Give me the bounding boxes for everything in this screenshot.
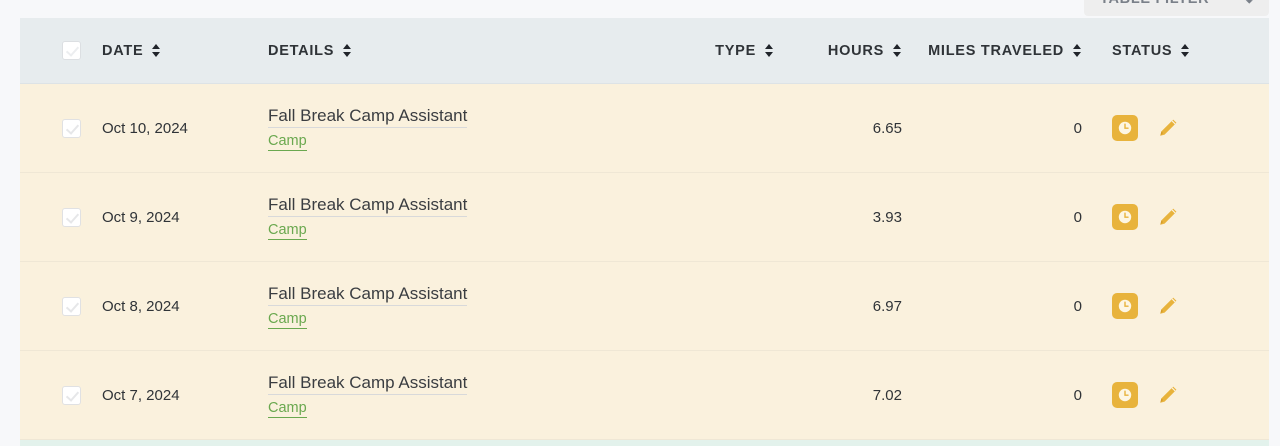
row-hours: 3.93 — [872, 208, 902, 226]
row-type-cell — [664, 173, 774, 261]
table-row[interactable]: Oct 7, 2024 Fall Break Camp Assistant Ca… — [20, 351, 1269, 440]
pencil-icon[interactable] — [1156, 383, 1180, 407]
row-date-cell: Oct 8, 2024 — [102, 262, 266, 350]
row-hours: 6.65 — [872, 119, 902, 137]
row-miles-traveled: 0 — [1073, 386, 1082, 404]
row-type-cell — [664, 262, 774, 350]
column-header-status-label: STATUS — [1112, 42, 1173, 59]
table-row[interactable]: Oct 8, 2024 Fall Break Camp Assistant Ca… — [20, 262, 1269, 351]
row-miles-cell: 0 — [910, 84, 1090, 172]
row-checkbox[interactable] — [62, 296, 81, 316]
table-row[interactable]: Oct 10, 2024 Fall Break Camp Assistant C… — [20, 84, 1269, 173]
row-details-title: Fall Break Camp Assistant — [268, 372, 468, 396]
sort-toggle-icon[interactable] — [1181, 43, 1190, 58]
row-miles-cell: 0 — [910, 262, 1090, 350]
row-details-title: Fall Break Camp Assistant — [268, 283, 468, 307]
clock-icon[interactable] — [1112, 204, 1138, 230]
row-status-cell — [1090, 84, 1269, 172]
row-status-cell — [1090, 262, 1269, 350]
column-header-date-label: DATE — [102, 42, 144, 59]
sort-toggle-icon[interactable] — [343, 43, 352, 58]
row-details-cell: Fall Break Camp Assistant Camp — [266, 84, 664, 172]
row-date-cell: Oct 9, 2024 — [102, 173, 266, 261]
table-header-row: DATE DETAILS TYPE HOURS MILES TRAVELED S… — [20, 18, 1269, 84]
sort-toggle-icon[interactable] — [152, 43, 161, 58]
clock-icon[interactable] — [1112, 293, 1138, 319]
row-date-cell: Oct 7, 2024 — [102, 351, 266, 439]
clock-icon[interactable] — [1112, 382, 1138, 408]
column-header-date[interactable]: DATE — [102, 18, 266, 83]
column-header-select-all[interactable] — [20, 18, 102, 83]
row-hours-cell: 7.02 — [774, 351, 910, 439]
table-row[interactable]: Oct 9, 2024 Fall Break Camp Assistant Ca… — [20, 173, 1269, 262]
select-all-checkbox[interactable] — [62, 41, 81, 60]
row-checkbox[interactable] — [62, 207, 81, 227]
row-date-cell: Oct 10, 2024 — [102, 84, 266, 172]
row-details-category-link[interactable]: Camp — [268, 310, 307, 330]
row-type-cell — [664, 84, 774, 172]
download-arrow-icon: ⬇ — [1244, 0, 1255, 5]
column-header-type[interactable]: TYPE — [664, 18, 774, 83]
row-hours: 7.02 — [872, 386, 902, 404]
column-header-miles-traveled-label: MILES TRAVELED — [928, 42, 1064, 59]
row-details-cell: Fall Break Camp Assistant Camp — [266, 173, 664, 261]
sort-toggle-icon[interactable] — [765, 43, 774, 58]
row-date: Oct 10, 2024 — [102, 119, 188, 137]
row-hours-cell: 6.65 — [774, 84, 910, 172]
column-header-type-label: TYPE — [715, 42, 756, 59]
pencil-icon[interactable] — [1156, 116, 1180, 140]
row-details-title: Fall Break Camp Assistant — [268, 194, 468, 218]
row-miles-traveled: 0 — [1073, 119, 1082, 137]
row-select-cell[interactable] — [20, 262, 102, 350]
toolbar-strip: TABLE FILTER ⬇ — [0, 0, 1280, 18]
row-details-category-link[interactable]: Camp — [268, 221, 307, 241]
row-select-cell[interactable] — [20, 351, 102, 439]
row-miles-cell: 0 — [910, 173, 1090, 261]
row-details-cell: Fall Break Camp Assistant Camp — [266, 262, 664, 350]
column-header-hours-label: HOURS — [827, 42, 884, 59]
column-header-details-label: DETAILS — [268, 42, 335, 59]
row-miles-traveled: 0 — [1073, 208, 1082, 226]
column-header-miles-traveled[interactable]: MILES TRAVELED — [910, 18, 1090, 83]
row-hours: 6.97 — [872, 297, 902, 315]
sort-toggle-icon[interactable] — [893, 43, 902, 58]
row-checkbox[interactable] — [62, 118, 81, 138]
row-date: Oct 7, 2024 — [102, 386, 180, 404]
table-filter-button[interactable]: TABLE FILTER ⬇ — [1084, 0, 1269, 16]
row-details-title: Fall Break Camp Assistant — [268, 105, 468, 129]
pencil-icon[interactable] — [1156, 205, 1180, 229]
timesheet-table: DATE DETAILS TYPE HOURS MILES TRAVELED S… — [20, 18, 1269, 446]
sort-toggle-icon[interactable] — [1073, 43, 1082, 58]
row-checkbox[interactable] — [62, 385, 81, 405]
row-miles-cell: 0 — [910, 351, 1090, 439]
row-hours-cell: 6.97 — [774, 262, 910, 350]
column-header-status[interactable]: STATUS — [1090, 18, 1269, 83]
table-filter-label: TABLE FILTER — [1100, 0, 1209, 7]
row-details-category-link[interactable]: Camp — [268, 399, 307, 419]
row-date: Oct 9, 2024 — [102, 208, 180, 226]
row-details-cell: Fall Break Camp Assistant Camp — [266, 351, 664, 439]
row-hours-cell: 3.93 — [774, 173, 910, 261]
pencil-icon[interactable] — [1156, 294, 1180, 318]
row-select-cell[interactable] — [20, 84, 102, 172]
row-date: Oct 8, 2024 — [102, 297, 180, 315]
table-row-partial[interactable] — [20, 440, 1269, 446]
row-type-cell — [664, 351, 774, 439]
column-header-hours[interactable]: HOURS — [774, 18, 910, 83]
row-select-cell[interactable] — [20, 173, 102, 261]
row-miles-traveled: 0 — [1073, 297, 1082, 315]
clock-icon[interactable] — [1112, 115, 1138, 141]
column-header-details[interactable]: DETAILS — [266, 18, 664, 83]
row-status-cell — [1090, 351, 1269, 439]
row-status-cell — [1090, 173, 1269, 261]
row-details-category-link[interactable]: Camp — [268, 132, 307, 152]
